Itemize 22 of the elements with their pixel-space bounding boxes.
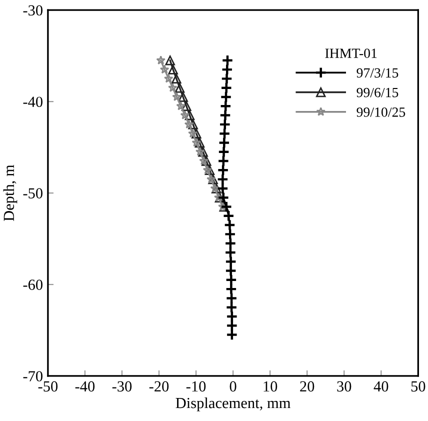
- x-tick-label: 10: [264, 381, 278, 392]
- x-tick-label: -30: [112, 381, 132, 392]
- x-tick-label: -40: [75, 381, 95, 392]
- y-axis-title: Depth, m: [3, 164, 18, 222]
- legend-label: 99/10/25: [356, 107, 406, 117]
- y-tick-label: -50: [23, 188, 42, 198]
- legend-label: 99/6/15: [356, 88, 398, 98]
- x-tick-label: 40: [374, 381, 388, 392]
- y-tick-label: -40: [23, 96, 42, 108]
- x-tick-label: 0: [230, 381, 236, 392]
- y-tick-label: -30: [23, 5, 42, 16]
- x-axis-title: Displacement, mm: [176, 397, 291, 412]
- x-tick-label: 50: [411, 381, 426, 392]
- x-tick-label: -10: [186, 381, 206, 392]
- x-tick-label: 20: [300, 381, 314, 392]
- legend-label: 97/3/15: [356, 68, 398, 78]
- legend-title: IHMT-01: [325, 48, 377, 58]
- x-tick-label: -20: [149, 381, 169, 392]
- y-tick-label: -70: [23, 371, 42, 382]
- y-tick-label: -60: [23, 280, 42, 290]
- x-tick-label: 30: [337, 381, 352, 392]
- x-tick-label: -50: [38, 381, 58, 392]
